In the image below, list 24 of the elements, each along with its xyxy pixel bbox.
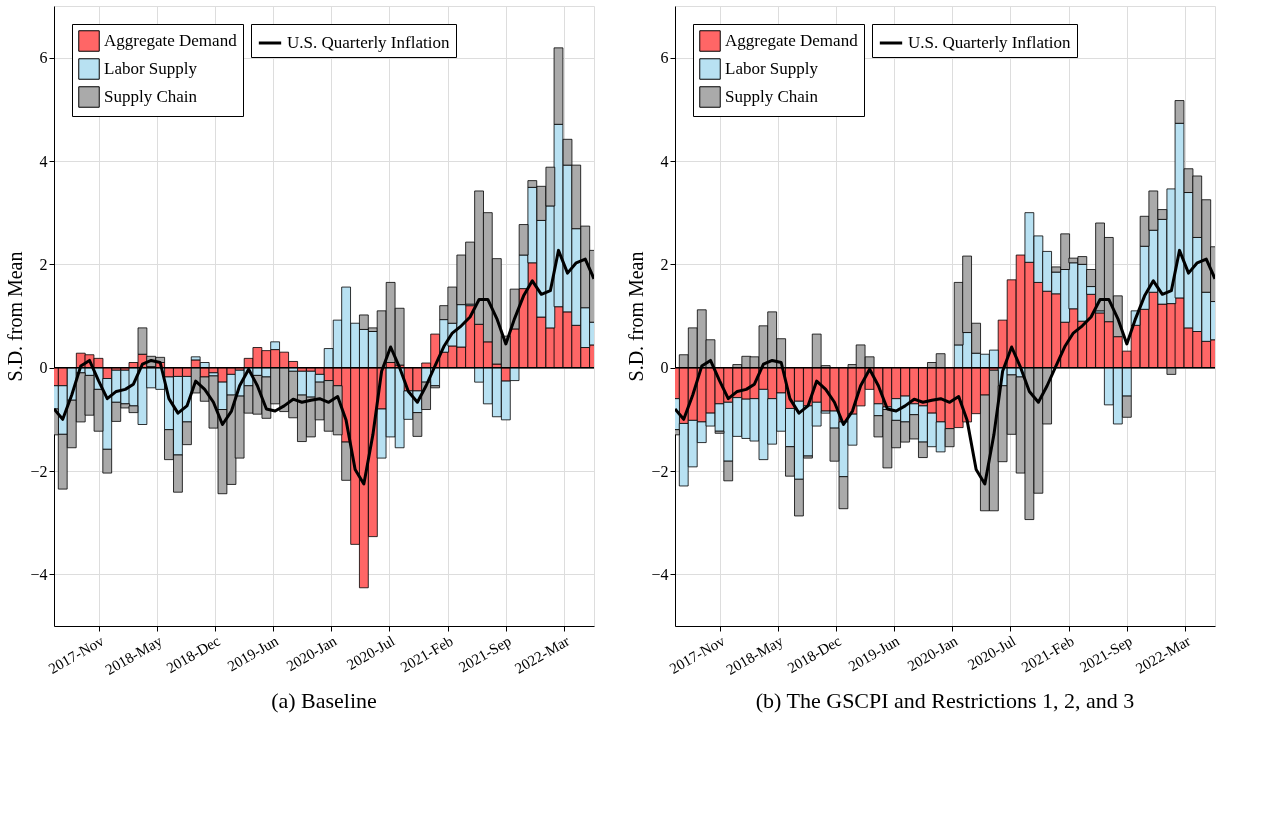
legend-label: Labor Supply xyxy=(725,59,819,78)
y-tick-label: 2 xyxy=(39,255,48,273)
legend-label: Labor Supply xyxy=(104,59,198,78)
text: (b) The GSCPI and Restrictions 1, 2, and 3 xyxy=(755,688,1135,714)
y-tick-label: 6 xyxy=(660,49,669,67)
y-tick-label: 4 xyxy=(39,152,48,170)
legend-label: U.S. Quarterly Inflation xyxy=(287,33,450,52)
y-tick-label: −2 xyxy=(651,462,669,480)
legend-label: U.S. Quarterly Inflation xyxy=(908,33,1071,52)
legend-label: Supply Chain xyxy=(725,87,819,106)
y-tick-label: 0 xyxy=(39,359,48,377)
y-tick-label: 6 xyxy=(39,49,48,67)
text: (a) Baseline xyxy=(271,688,377,714)
legend-label: Supply Chain xyxy=(104,87,198,106)
legend-label: Aggregate Demand xyxy=(104,31,238,50)
legend-label: Aggregate Demand xyxy=(725,31,859,50)
y-tick-label: −4 xyxy=(651,565,669,583)
y-tick-label: 0 xyxy=(660,359,669,377)
y-tick-label: −2 xyxy=(30,462,48,480)
y-tick-label: −4 xyxy=(30,565,48,583)
y-tick-label: 2 xyxy=(660,255,669,273)
y-axis-title: S.D. from Mean xyxy=(4,251,27,382)
y-tick-label: 4 xyxy=(660,152,669,170)
y-axis-title: S.D. from Mean xyxy=(625,251,648,382)
